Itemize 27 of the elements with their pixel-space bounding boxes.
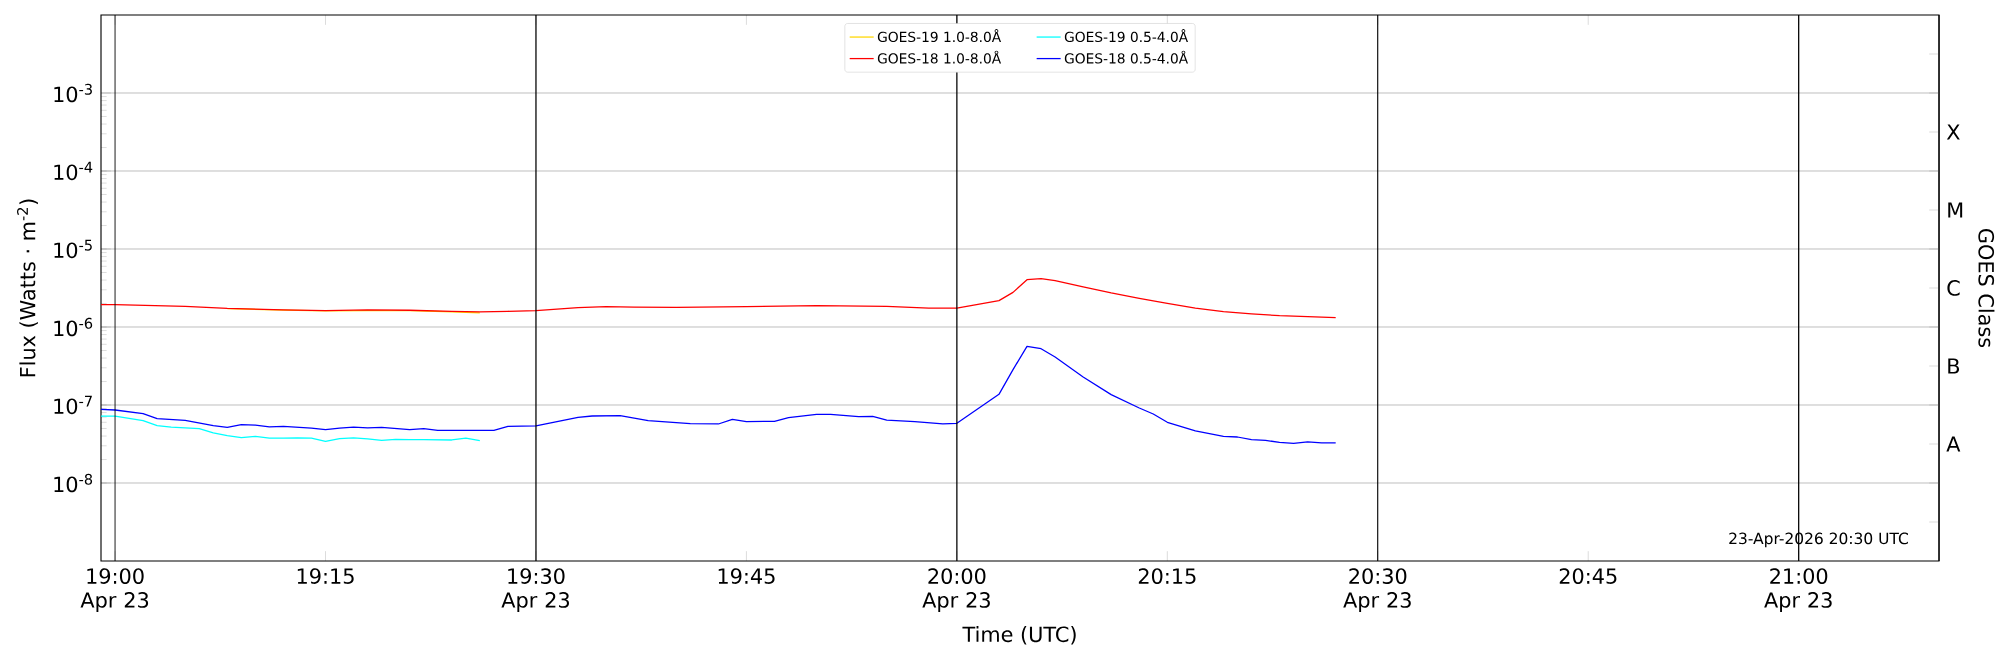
category-label: M	[1948, 202, 1963, 218]
y-tick-label: 10$^{-7}$	[54, 395, 92, 415]
y-tick-label: 10$^{-5}$	[54, 239, 92, 259]
y-tick-label: 10$^{-8}$	[54, 473, 93, 493]
x-tick-label: 19:15	[297, 568, 354, 584]
x-tick-label: 20:30 Apr 23	[1343, 568, 1411, 612]
legend-label: GOES-18 1.0-8.0Å	[877, 50, 1002, 64]
x-tick-label: 20:00 Apr 23	[922, 568, 990, 612]
x-tick-label: 21:00 Apr 23	[1764, 568, 1832, 612]
legend-label: GOES-19 0.5-4.0Å	[1064, 29, 1189, 43]
category-label: A	[1946, 436, 1961, 452]
x-axis-title: Time (UTC)	[962, 626, 1076, 645]
category-label: C	[1947, 280, 1960, 296]
category-label: B	[1948, 358, 1960, 374]
x-tick-label: 20:15	[1138, 568, 1196, 584]
y-tick-label: 10$^{-6}$	[54, 317, 93, 337]
x-tick-label: 19:00 Apr 23	[80, 568, 149, 612]
y-axis-title: Flux (Watts · m$^{-2}$)	[17, 199, 38, 377]
x-tick-label: 20:45	[1559, 568, 1617, 584]
y-tick-label: 10$^{-4}$	[54, 161, 93, 181]
x-tick-label: 19:45	[718, 568, 775, 584]
y-tick-label: 10$^{-3}$	[54, 83, 92, 103]
y2-axis-title: GOES Class	[1978, 229, 1995, 348]
legend-label: GOES-19 1.0-8.0Å	[877, 29, 1002, 43]
category-label: X	[1946, 124, 1960, 140]
x-tick-label: 19:30 Apr 23	[501, 568, 569, 612]
legend-label: GOES-18 0.5-4.0Å	[1064, 50, 1189, 64]
